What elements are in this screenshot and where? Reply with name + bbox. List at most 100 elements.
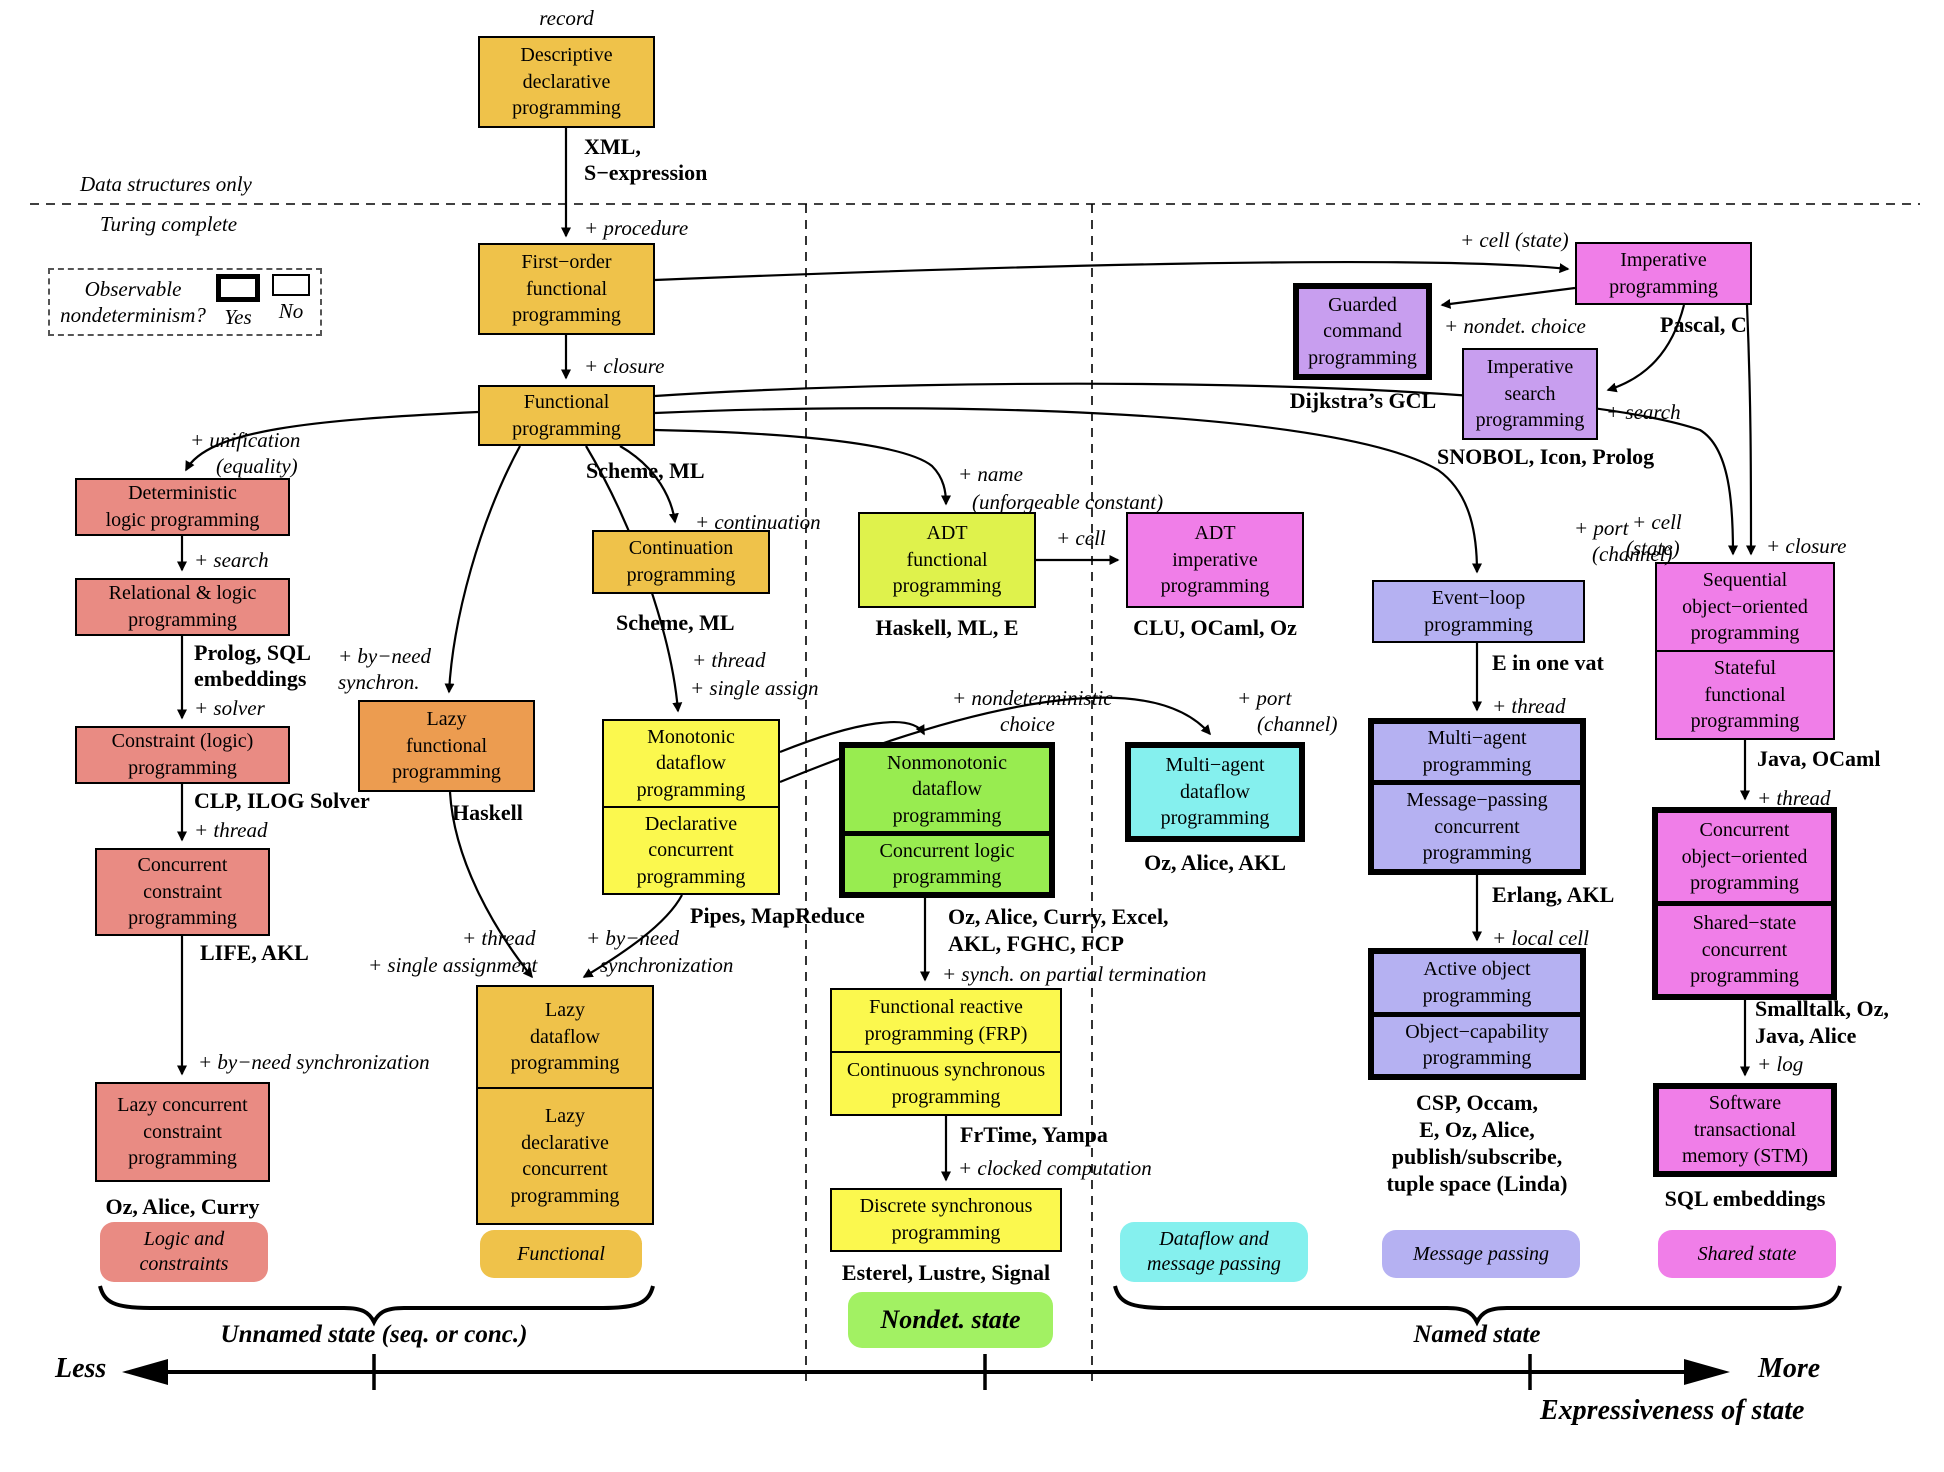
node-cell: Stateful functional programming (1657, 650, 1833, 738)
node-guarded-command: Guarded command programming (1293, 283, 1432, 380)
node-cell: Continuation programming (626, 537, 736, 586)
edge-monotonic-to-nonmonotonic (779, 721, 925, 754)
node-deterministic-logic: Deterministic logic programming (75, 478, 290, 536)
badge-logic-constraints: Logic and constraints (100, 1222, 268, 1282)
label-plus-thread-4: + thread (1757, 786, 1831, 810)
node-lazy-functional: Lazy functional programming (358, 700, 535, 792)
edge-functional-to-adtfunctional (654, 428, 951, 506)
label-plus-byneed-1a: + by−need (338, 644, 432, 668)
label-csp-3: publish/subscribe, (1391, 1144, 1563, 1169)
node-imperative-search: Imperative search programming (1462, 348, 1598, 440)
label-data-structures-only: Data structures only (80, 172, 252, 196)
yes-sample-box (216, 274, 260, 302)
legend-question: Observable nondeterminism? (60, 276, 206, 327)
label-record: record (539, 6, 594, 30)
label-oz-alice-curry-1: Oz, Alice, Curry (105, 1194, 260, 1219)
node-cell: Continuous synchronous programming (832, 1051, 1060, 1114)
node-cell: Discrete synchronous programming (859, 1195, 1033, 1244)
edge-firstorder-to-imperative (654, 260, 1570, 282)
node-cell: Active object programming (1422, 958, 1532, 1007)
label-plus-byneed-1b: synchron. (338, 670, 420, 694)
label-plus-synch-partial: + synch. on partial termination (942, 962, 1207, 986)
badge-nondet-state: Nondet. state (848, 1292, 1053, 1348)
label-xml-2: S−expression (584, 160, 708, 185)
label-oz-alice-curry-excel: Oz, Alice, Curry, Excel, (948, 904, 1169, 929)
axis-arrow-right (1684, 1359, 1730, 1385)
badge-dataflow-message: Dataflow and message passing (1120, 1222, 1308, 1282)
label-xml-1: XML, (584, 134, 641, 159)
edge-functional-to-deterministic (185, 410, 479, 472)
label-plus-nondet-choice-2: + nondet. choice (1444, 314, 1586, 338)
label-clp-ilog: CLP, ILOG Solver (194, 788, 370, 813)
label-turing-complete: Turing complete (100, 212, 238, 236)
node-cell: Imperative programming (1609, 248, 1718, 298)
label-plus-search-1: + search (194, 548, 269, 572)
edge-functional-to-continuation (619, 445, 679, 524)
label-plus-clocked: + clocked computation (958, 1156, 1152, 1180)
label-unforgeable-constant: (unforgeable constant) (972, 490, 1164, 514)
edge-lazyfunctional-to-lazydataflow (448, 791, 533, 979)
label-plus-cell-state-2b: (state) (1626, 536, 1680, 560)
node-cell: Software transactional memory (STM) (1681, 1092, 1809, 1168)
label-plus-thread-merge: + thread (462, 926, 536, 950)
badge-shared-state: Shared state (1658, 1230, 1836, 1278)
node-cell: Deterministic logic programming (105, 482, 260, 531)
label-plus-cell-1: + cell (1056, 526, 1106, 550)
label-csp-1: CSP, Occam, (1415, 1090, 1538, 1115)
label-esterel-lustre-signal: Esterel, Lustre, Signal (841, 1260, 1051, 1285)
label-plus-cell-state-1: + cell (state) (1460, 228, 1569, 252)
label-plus-single-assignment: + single assignment (368, 953, 538, 977)
node-active-object-capability: Active object programming Object−capabilit… (1368, 948, 1586, 1080)
node-cell: Nonmonotonic dataflow programming (887, 751, 1007, 827)
edge-imperative-to-impsearch (1606, 304, 1686, 393)
label-plus-port-1a: + port (1574, 516, 1629, 540)
label-plus-single-assign: + single assign (690, 676, 819, 700)
label-sql-embeddings: SQL embeddings (1664, 1186, 1826, 1211)
label-plus-thread-1: + thread (194, 818, 268, 842)
node-cell: Lazy declarative concurrent programming (478, 1087, 652, 1223)
label-plus-closure-1: + closure (584, 354, 665, 378)
node-cell: Monotonic dataflow programming (636, 725, 746, 801)
node-cell: Multi−agent programming (1422, 727, 1532, 776)
label-plus-nondet-choice-1a: + nondeterministic (952, 686, 1113, 710)
node-adt-imperative: ADT imperative programming (1126, 512, 1304, 608)
node-nonmonotonic-dataflow: Nonmonotonic dataflow programming Concurren… (839, 742, 1055, 898)
node-cell: ADT functional programming (892, 522, 1002, 598)
node-cell: Lazy functional programming (392, 708, 501, 784)
label-haskell-ml-e: Haskell, ML, E (875, 615, 1019, 640)
label-plus-byneed-2b: synchronization (600, 953, 734, 977)
label-scheme-ml-1: Scheme, ML (586, 458, 705, 483)
node-cell: Relational & logic programming (108, 582, 257, 631)
label-pascal-c: Pascal, C (1660, 312, 1747, 337)
label-plus-port-2a: + port (1237, 686, 1292, 710)
node-cell: Descriptive declarative programming (512, 44, 621, 120)
label-plus-local-cell: + local cell (1492, 926, 1589, 950)
node-cell: Sequential object−oriented programming (1682, 569, 1808, 645)
label-unnamed-state: Unnamed state (seq. or conc.) (220, 1321, 528, 1348)
legend-no: No (272, 274, 310, 330)
label-plus-continuation: + continuation (695, 510, 821, 534)
node-cell: Imperative search programming (1475, 356, 1585, 432)
brace-unnamed-state (98, 1285, 655, 1327)
label-oz-alice-akl: Oz, Alice, AKL (1144, 850, 1286, 875)
label-less: Less (55, 1353, 107, 1384)
label-prolog-sql-1: Prolog, SQL (194, 640, 311, 665)
label-haskell: Haskell (452, 800, 523, 825)
legend-observable-nondeterminism: Observable nondeterminism? Yes No (48, 268, 322, 336)
node-descriptive-declarative: Descriptive declarative programming (478, 36, 655, 128)
edge-monotonic-to-lazydataflow (582, 894, 683, 978)
node-sequential-oo-stateful: Sequential object−oriented programming Stat… (1655, 562, 1835, 740)
label-akl-fghc-fcp: AKL, FGHC, FCP (948, 931, 1124, 956)
edge-functional-to-eventloop (654, 407, 1482, 574)
node-event-loop: Event−loop programming (1372, 580, 1585, 643)
node-multi-agent-dataflow: Multi−agent dataflow programming (1125, 742, 1305, 842)
node-cell: Lazy dataflow programming (510, 999, 620, 1075)
label-named-state: Named state (1413, 1321, 1541, 1348)
node-continuation: Continuation programming (592, 530, 770, 594)
brace-named-state (1113, 1285, 1842, 1327)
label-more: More (1758, 1353, 1821, 1384)
label-pipes-mapreduce: Pipes, MapReduce (690, 903, 865, 928)
label-erlang-akl: Erlang, AKL (1492, 882, 1615, 907)
node-cell: ADT imperative programming (1160, 522, 1270, 598)
label-plus-unification: + unification (190, 428, 301, 452)
